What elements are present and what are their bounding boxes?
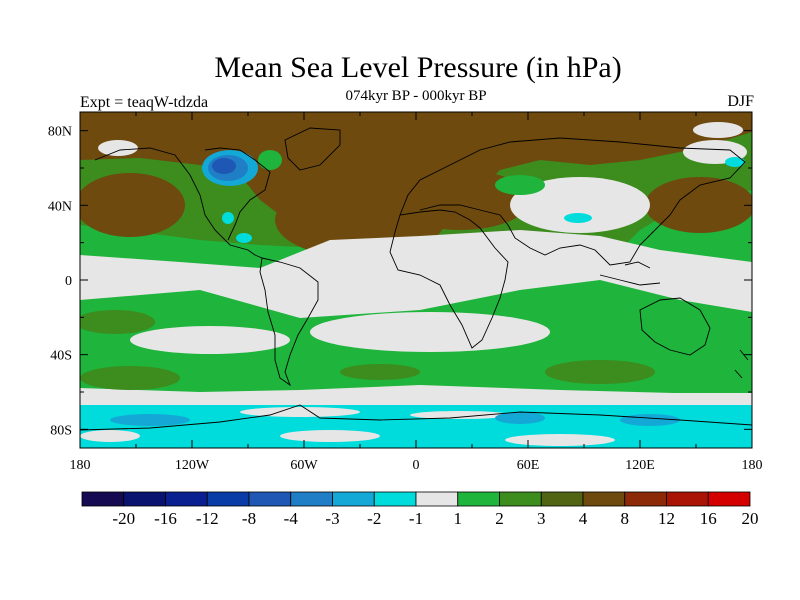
colorbar-swatch	[666, 491, 709, 507]
field-kamchatka-cyan	[725, 157, 745, 167]
colorbar-label: -4	[284, 509, 299, 528]
colorbar-label: 16	[700, 509, 717, 528]
coast-africa	[389, 209, 509, 349]
colorbar-label: 2	[495, 509, 504, 528]
field-tibet-cyan	[564, 213, 592, 223]
colorbar-swatch	[373, 491, 417, 507]
x-tick-label: 0	[413, 458, 420, 473]
colorbar: -20 -16 -12 -8 -4 -3 -2 -1 1 2 3 4 8 12 16 20	[81, 491, 759, 528]
field-southocean-neutral	[80, 393, 752, 405]
colorbar-swatch	[415, 491, 459, 507]
field-asia-neutral	[510, 177, 650, 233]
map-field	[80, 112, 752, 448]
field-arctic-brown	[80, 112, 752, 232]
colorbar-label: -1	[409, 509, 423, 528]
field-alaska-neutral	[98, 140, 138, 156]
coast-greenland	[284, 127, 341, 171]
x-tick-label: 180	[742, 458, 763, 473]
y-tick-label: 80N	[48, 125, 72, 140]
field-south-dg-3	[545, 360, 655, 384]
y-tick-label: 40S	[50, 349, 72, 364]
colorbar-label: 3	[537, 509, 546, 528]
colorbar-swatch	[540, 491, 584, 507]
colorbar-label: -20	[112, 509, 135, 528]
field-antarctic-gap-2	[410, 411, 510, 419]
colorbar-label: 1	[454, 509, 463, 528]
coast-australia	[639, 297, 711, 356]
field-antarctic-gap-1	[240, 407, 360, 417]
field-caribbean-cyan	[236, 233, 252, 243]
x-tick-label: 60E	[517, 458, 540, 473]
field-npacific-brown	[80, 173, 185, 237]
colorbar-label: 20	[742, 509, 759, 528]
colorbar-swatch	[248, 491, 292, 507]
colorbar-label: 12	[658, 509, 675, 528]
colorbar-label: -2	[367, 509, 381, 528]
coast-south-america	[259, 257, 319, 387]
y-tick-label: 40N	[48, 199, 72, 214]
field-hudson-darkblue	[212, 158, 236, 174]
colorbar-swatch	[290, 491, 333, 507]
chart-title: Mean Sea Level Pressure (in hPa)	[214, 51, 622, 84]
field-greenland-green	[258, 150, 282, 170]
field-antarctic-gap-3	[505, 434, 615, 446]
colorbar-swatch	[81, 491, 125, 507]
field-south-dg-2	[80, 366, 180, 390]
colorbar-label: -16	[154, 509, 177, 528]
axis-ticks	[79, 112, 753, 448]
field-satlantic-neutral	[310, 312, 550, 352]
season-label: DJF	[727, 93, 754, 110]
coast-north-america	[94, 147, 271, 259]
x-tick-label: 120E	[625, 458, 655, 473]
colorbar-label: -12	[196, 509, 219, 528]
field-antarctic-gap-5	[80, 430, 140, 442]
experiment-label: Expt = teaqW-tdzda	[80, 94, 209, 111]
y-tick-label: 0	[65, 274, 72, 289]
field-arctic-neutral	[693, 122, 743, 138]
colorbar-label: -3	[325, 509, 339, 528]
colorbar-label: 4	[579, 509, 588, 528]
colorbar-swatch	[206, 491, 250, 507]
field-spacific-neutral	[130, 326, 290, 354]
colorbar-label: -8	[242, 509, 256, 528]
coast-antarctica	[80, 404, 752, 431]
coast-eurasia	[399, 137, 746, 266]
field-antarctic-blue-1	[110, 414, 190, 426]
colorbar-label: 8	[621, 509, 630, 528]
colorbar-swatch	[123, 491, 166, 507]
chart-subtitle: 074kyr BP - 000kyr BP	[345, 88, 487, 104]
colorbar-swatch	[332, 491, 375, 507]
y-tick-label: 80S	[50, 423, 72, 438]
colorbar-swatch	[165, 491, 208, 507]
field-south-dg-4	[340, 364, 420, 380]
axis-labels: 180 120W 60W 0 60E 120E 180 80N 40N 0 40S 80S	[48, 125, 763, 473]
x-tick-label: 60W	[290, 458, 318, 473]
colorbar-swatch	[457, 491, 500, 507]
colorbar-swatch	[582, 491, 626, 507]
field-mexico-cyan	[222, 212, 234, 224]
field-south-dg-1	[80, 310, 155, 334]
x-tick-label: 120W	[175, 458, 210, 473]
colorbar-swatch	[499, 491, 542, 507]
colorbar-swatch	[624, 491, 667, 507]
x-tick-label: 180	[70, 458, 91, 473]
coastlines	[80, 127, 752, 431]
field-antarctic-blue-3	[620, 414, 680, 426]
colorbar-swatch	[707, 491, 751, 507]
field-asia-green	[495, 175, 545, 195]
field-npacific-east-brown	[645, 177, 752, 233]
field-antarctic-gap-4	[280, 430, 380, 442]
coast-indonesia	[599, 261, 661, 286]
field-antarctic-blue-2	[495, 412, 545, 424]
